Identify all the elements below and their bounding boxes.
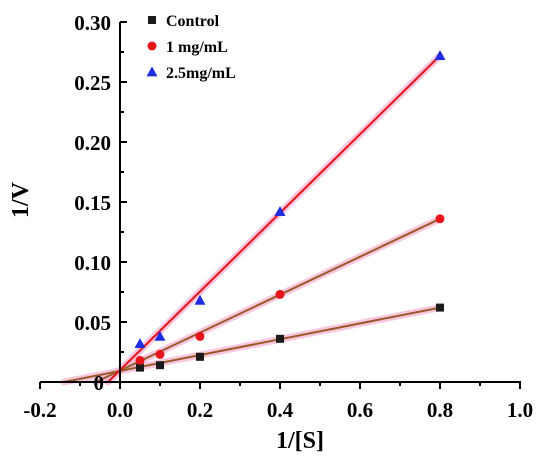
y-tick-label: 0.10 [74, 251, 111, 275]
data-point [274, 206, 286, 216]
data-point [155, 349, 165, 359]
y-tick-label: 0.20 [74, 131, 111, 155]
fit-line [107, 54, 441, 383]
data-markers [134, 50, 446, 372]
fit-line [63, 306, 441, 383]
tick-labels: -0.2 0.0 0.2 0.4 0.6 0.8 1.0 0 0.05 0.10 0.15 0.20 0… [23, 11, 533, 422]
y-tick-label: 0.25 [74, 71, 111, 95]
data-point [134, 338, 146, 348]
x-tick-label: 0.0 [107, 398, 133, 422]
legend-label: Control [166, 13, 220, 30]
x-tick-label: 0.8 [427, 398, 453, 422]
data-point [135, 355, 145, 365]
data-point [436, 303, 444, 312]
fit-lines [60, 52, 444, 386]
y-axis-title: 1/V [8, 181, 34, 218]
data-point [434, 50, 446, 60]
y-tick-label: 0.30 [74, 11, 111, 35]
x-tick-label: -0.2 [23, 398, 56, 422]
x-axis-title: 1/[S] [276, 428, 324, 454]
y-tick-label: 0.15 [74, 191, 111, 215]
data-point [276, 334, 284, 343]
data-point [275, 289, 285, 299]
data-point [154, 330, 166, 341]
legend: Control 1 mg/mL 2.5mg/mL [146, 13, 236, 82]
fit-line [95, 217, 441, 383]
data-point [195, 331, 205, 341]
axes [39, 21, 521, 389]
data-point [194, 294, 206, 305]
x-tick-label: 0.4 [267, 398, 294, 422]
data-point [196, 352, 204, 361]
legend-marker [147, 41, 157, 51]
data-point [136, 363, 144, 372]
legend-marker [146, 66, 158, 77]
x-tick-label: 1.0 [507, 398, 533, 422]
x-tick-label: 0.6 [347, 398, 373, 422]
data-point [156, 361, 164, 370]
y-tick-label: 0 [94, 371, 105, 395]
legend-label: 2.5mg/mL [166, 65, 236, 82]
legend-marker [148, 16, 156, 24]
data-point [435, 214, 445, 224]
y-tick-label: 0.05 [74, 311, 111, 335]
legend-label: 1 mg/mL [166, 39, 228, 56]
x-tick-label: 0.2 [187, 398, 213, 422]
